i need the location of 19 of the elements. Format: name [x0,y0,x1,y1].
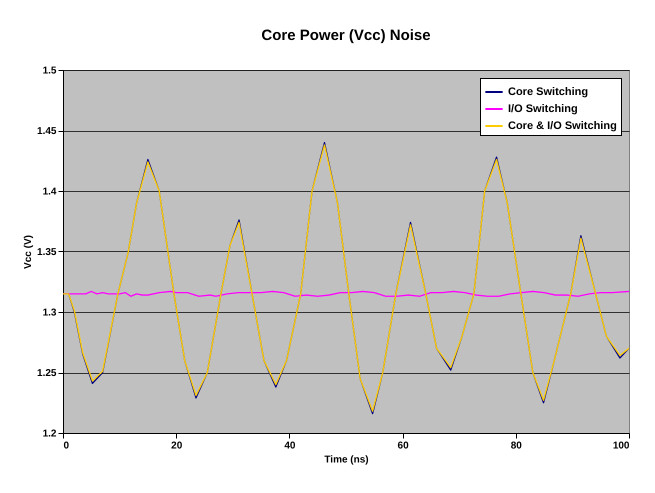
y-tick-label: 1.25 [37,368,57,379]
chart-title: Core Power (Vcc) Noise [261,27,431,44]
x-tick-label: 0 [64,440,70,452]
legend-label: I/O Switching [508,103,578,115]
x-tick-label: 100 [612,440,630,452]
y-tick-label: 1.2 [42,428,57,440]
x-tick-label: 40 [284,440,296,452]
legend-label: Core & I/O Switching [508,120,617,132]
x-tick-label: 60 [398,440,410,452]
y-tick-label: 1.4 [42,186,57,198]
x-axis-title: Time (ns) [324,454,369,466]
y-tick-label: 1.45 [37,126,57,137]
y-tick-label: 1.5 [42,66,57,76]
y-tick-label: 1.35 [37,247,57,258]
x-tick-label: 80 [510,440,522,452]
x-tick-label: 20 [171,440,183,452]
y-tick-label: 1.3 [42,308,57,318]
legend-label: Core Switching [508,86,588,98]
y-axis-title: Vcc (V) [23,235,34,269]
